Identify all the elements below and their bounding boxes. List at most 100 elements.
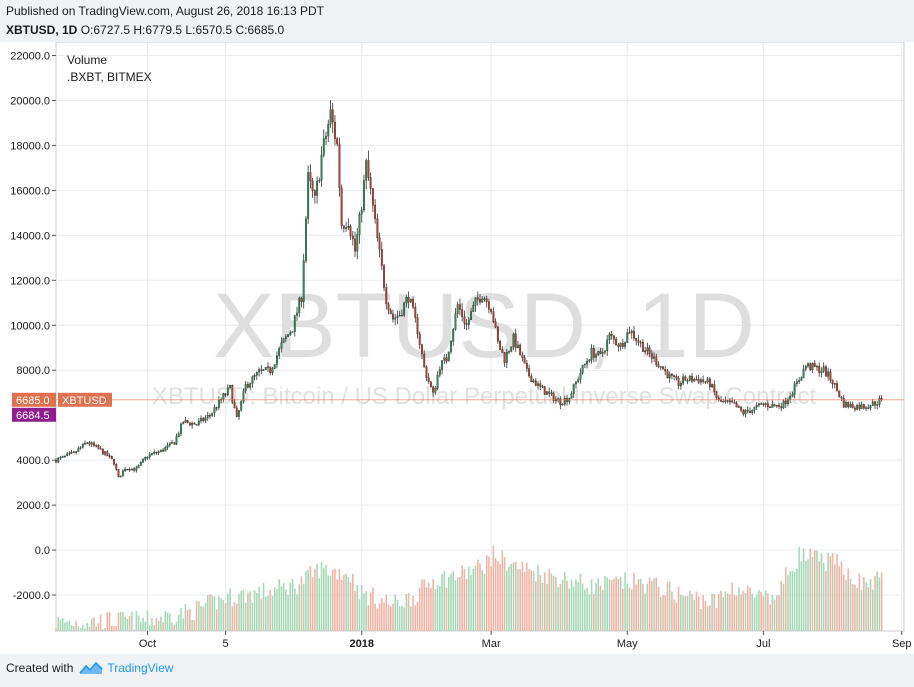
candle-body [240, 400, 243, 411]
candle-body [581, 364, 584, 374]
candle-body [284, 336, 287, 339]
chart-header: Published on TradingView.com, August 26,… [6, 4, 324, 37]
volume-bar [610, 579, 613, 631]
volume-bar [776, 595, 778, 631]
candle-body [510, 346, 513, 352]
volume-bar [555, 576, 557, 631]
candle-body [168, 442, 171, 446]
volume-bar [825, 571, 827, 631]
candle-body [773, 404, 776, 407]
candle-body [405, 297, 408, 304]
volume-bar [780, 581, 783, 631]
secondary-price-tag-bg [12, 407, 56, 422]
candle-body [414, 307, 417, 318]
candle-body [342, 225, 345, 229]
candle-body [162, 449, 165, 452]
volume-bar [363, 593, 365, 631]
candle-body [157, 451, 160, 454]
candle-body [195, 424, 198, 426]
candle-body [101, 449, 104, 455]
candle-body [878, 398, 881, 405]
volume-bar [352, 573, 354, 631]
volume-bar [262, 582, 265, 631]
candle-body [793, 383, 796, 395]
volume-bar [102, 629, 104, 631]
symbol-tag-bg [58, 392, 112, 407]
volume-bar [425, 587, 428, 631]
volume-bar [131, 611, 133, 631]
volume-bar [416, 601, 419, 631]
candle-body [224, 393, 227, 395]
candle-body [171, 442, 173, 444]
volume-bar [508, 566, 510, 631]
volume-bar [624, 572, 626, 631]
volume-bar [760, 591, 762, 631]
volume-bar [729, 594, 731, 631]
candle-body [465, 322, 468, 325]
candle-body [592, 348, 595, 358]
volume-bar [831, 552, 834, 631]
candle-body [637, 340, 640, 343]
volume-bar [117, 612, 120, 631]
volume-bar [738, 587, 740, 631]
x-tick-label: Jul [756, 638, 770, 650]
price-chart[interactable]: XBTUSD, 1D XBTUSD: Bitcoin / US Dollar P… [0, 41, 914, 654]
volume-bar [291, 578, 294, 631]
volume-bar [356, 584, 359, 631]
candle-body [677, 377, 680, 387]
candle-body [691, 375, 693, 382]
candle-body [229, 385, 231, 389]
volume-bar [209, 594, 211, 631]
volume-bar [749, 587, 751, 631]
candle-body [577, 379, 580, 382]
candle-body [59, 457, 62, 459]
volume-bar [608, 579, 611, 631]
candle-body [367, 160, 370, 178]
y-axis[interactable]: 22000.0 20000.0 18000.0 16000.0 14000.0 12000… [10, 50, 56, 602]
candle-body [200, 418, 202, 422]
volume-bar [73, 625, 75, 631]
candle-body [590, 348, 593, 361]
volume-bar [189, 608, 191, 631]
candle-body [267, 366, 269, 368]
volume-bar [459, 577, 461, 631]
volume-bar [238, 593, 240, 631]
candle-body [246, 384, 249, 388]
volume-bar [530, 570, 533, 631]
volume-bar [646, 583, 649, 631]
candle-body [653, 356, 655, 359]
volume-bar [880, 572, 883, 631]
volume-bar [269, 589, 272, 631]
candle-body [646, 347, 649, 352]
candle-body [865, 407, 867, 409]
chart-frame: XBTUSD, 1D XBTUSD: Bitcoin / US Dollar P… [0, 41, 914, 654]
candle-body [655, 356, 658, 366]
volume-bar [664, 595, 667, 631]
volume-bar [414, 605, 417, 631]
candle-body [762, 403, 765, 405]
volume-bar [354, 590, 356, 631]
volume-bar [186, 610, 189, 631]
volume-bar [436, 584, 439, 631]
candle-body [702, 379, 705, 382]
candle-body [641, 341, 644, 352]
volume-bar [691, 593, 693, 631]
candle-body [262, 369, 265, 371]
candle-body [789, 395, 792, 400]
x-axis[interactable]: Oct 5 2018 Mar May Jul Sep [139, 631, 912, 650]
volume-bar [604, 576, 606, 631]
candle-body [597, 351, 600, 356]
volume-bar [126, 618, 129, 631]
volume-bar [842, 574, 845, 631]
volume-bar [157, 620, 160, 631]
candle-body [110, 456, 113, 460]
volume-bar [635, 584, 637, 631]
volume-bar [827, 553, 829, 631]
volume-bars [55, 545, 883, 631]
volume-bar [124, 616, 126, 631]
candle-body [79, 447, 82, 449]
volume-bar [517, 569, 519, 631]
symbol-tag-label: XBTUSD [62, 395, 107, 407]
candle-body [374, 205, 377, 219]
tradingview-link[interactable]: TradingView [79, 661, 173, 675]
